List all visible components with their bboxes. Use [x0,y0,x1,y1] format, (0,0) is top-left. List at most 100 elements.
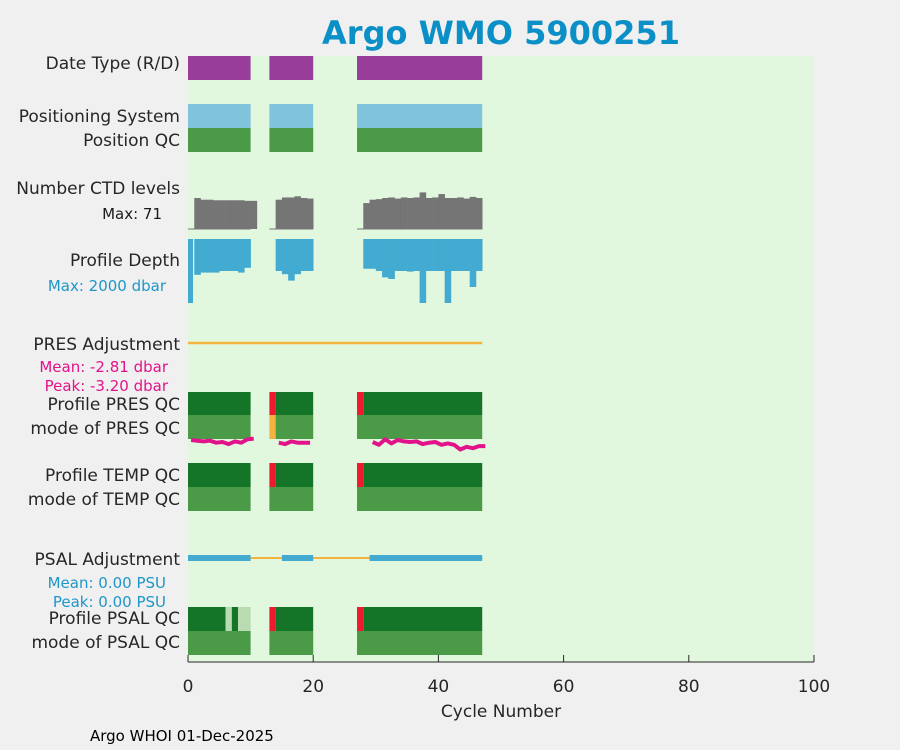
label-psal-adjustment: PSAL Adjustment [35,550,181,570]
depth-bar-49 [200,239,208,273]
ctd-level-bar-40 [438,194,445,229]
ctd-level-bar-43 [457,197,464,229]
profile-psal-qc-bar-112 [275,607,314,631]
pres-adjust-series-93 [278,439,311,447]
profile-psal-qc-bar-107 [188,607,226,631]
x-tick-label-3: 60 [553,677,575,697]
profile-psal-qc-bar-110 [238,607,251,631]
position-qc-bar-6 [188,128,251,152]
depth-bar-69 [400,239,408,271]
depth-bar-65 [375,239,383,271]
label-profile-pres-qc: Profile PRES QC [47,395,180,415]
ctd-level-bar-12 [194,198,201,229]
label-mode-pres-qc: mode of PRES QC [30,419,180,439]
positioning-bar-3 [188,104,251,128]
label-ctd-levels: Number CTD levels [16,179,180,199]
ctd-level-bar-45 [469,196,477,229]
mode-psal-qc-bar-117 [357,631,483,655]
ctd-level-bar-16 [219,200,226,229]
depth-bar-75 [438,239,445,271]
profile-psal-qc-bar-113 [357,607,364,631]
footer-credit: Argo WHOI 01-Dec-2025 [90,727,274,745]
profile-temp-qc-bar-98 [357,463,364,487]
label-depth-max: Max: 2000 dbar [48,277,167,295]
profile-psal-qc-bar-111 [269,607,276,631]
x-tick-label-4: 80 [678,677,700,697]
depth-bar-59 [288,239,295,281]
ctd-level-bar-25 [294,196,301,229]
mode-pres-qc-bar-89 [269,415,276,439]
depth-bar-67 [388,239,395,279]
mode-pres-qc-bar-91 [357,415,483,439]
ctd-level-bar-39 [432,197,439,229]
depth-bar-51 [213,239,220,273]
mode-pres-qc-bar-88 [188,415,251,439]
depth-bar-52 [219,239,226,271]
profile-pres-qc-bar-86 [357,392,364,415]
x-axis-label: Cycle Number [441,702,561,722]
depth-bar-62 [306,239,314,271]
ctd-level-bar-19 [238,200,245,229]
label-pres-mean: Mean: -2.81 dbar [39,358,169,376]
ctd-level-bar-38 [425,198,433,229]
x-axis-ticks: 0 20 40 60 80 100 [183,655,830,697]
depth-bar-47 [188,239,194,303]
mode-temp-qc-bar-101 [269,487,314,511]
mode-psal-qc-bar-116 [269,631,314,655]
mode-temp-qc-bar-102 [357,487,483,511]
depth-bar-57 [275,239,283,271]
ctd-level-bar-35 [407,198,414,229]
depth-bar-68 [394,239,402,271]
depth-bar-73 [425,239,433,271]
x-tick-label-2: 40 [428,677,450,697]
profile-temp-qc-bar-95 [188,463,251,487]
profile-temp-qc-bar-96 [269,463,276,487]
depth-bar-60 [294,239,301,275]
date-type-bar-1 [269,56,314,80]
label-ctd-max: Max: 71 [102,205,162,223]
label-pres-adjustment: PRES Adjustment [33,335,180,355]
ctd-level-bar-17 [225,200,233,229]
ctd-level-bar-33 [394,198,402,229]
depth-bar-50 [206,239,214,273]
ctd-level-bar-27 [306,198,314,229]
ctd-level-bar-37 [419,192,427,229]
ctd-level-bar-15 [213,200,220,229]
mode-psal-qc-bar-115 [188,631,251,655]
depth-bar-54 [231,239,239,271]
label-position-qc: Position QC [83,131,180,151]
ctd-level-bar-26 [300,198,308,229]
ctd-level-bar-46 [475,198,483,229]
profile-psal-qc-bar-109 [231,607,239,631]
ctd-level-bar-32 [388,197,395,229]
profile-pres-qc-bar-84 [269,392,276,415]
profile-pres-qc-bar-83 [188,392,251,415]
label-psal-peak: Peak: 0.00 PSU [53,593,166,611]
positioning-bar-4 [269,104,314,128]
profile-psal-qc-bar-108 [225,607,232,631]
mode-temp-qc-bar-100 [188,487,251,511]
psal-adjust-series-104 [188,555,251,561]
position-qc-bar-7 [269,128,314,152]
ctd-level-bar-36 [413,197,420,229]
ctd-level-bar-28 [363,203,370,229]
date-type-bar-0 [188,56,251,80]
ctd-level-bar-41 [444,198,452,229]
ctd-level-bar-21 [250,200,258,229]
position-qc-bar-8 [357,128,483,152]
profile-temp-qc-bar-97 [275,463,314,487]
profile-pres-qc-bar-85 [275,392,314,415]
ctd-level-bar-42 [450,198,458,229]
profile-temp-qc-bar-99 [363,463,483,487]
depth-bar-76 [444,239,452,303]
depth-bar-64 [369,239,377,269]
ctd-level-bar-30 [375,199,383,229]
pres-adjust-series-94 [371,437,486,452]
ctd-level-bar-44 [463,198,470,229]
ctd-level-bar-24 [288,197,295,229]
ctd-level-bar-34 [400,197,408,229]
label-mode-psal-qc: mode of PSAL QC [31,633,180,653]
psal-adjust-series-106 [369,555,483,561]
depth-bar-79 [463,239,470,271]
